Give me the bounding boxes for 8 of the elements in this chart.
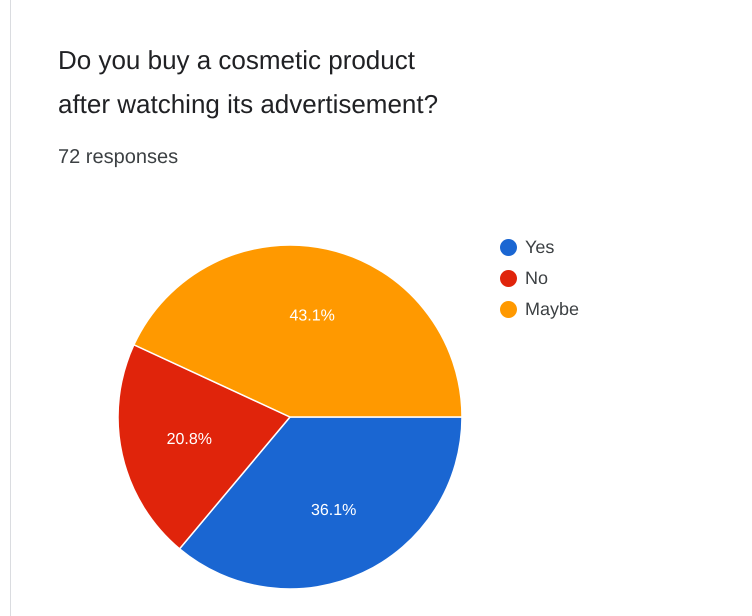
legend-label: No [525,267,548,290]
data-label: 20.8% [166,431,212,448]
chart-title: Do you buy a cosmetic product after watching its advertisement? [58,44,438,121]
data-label: 43.1% [290,308,335,325]
legend-label: Maybe [525,298,580,321]
legend-label: Yes [525,236,554,259]
data-label: 36.1% [310,502,356,520]
chart-subtitle: 72 responses [58,146,178,169]
